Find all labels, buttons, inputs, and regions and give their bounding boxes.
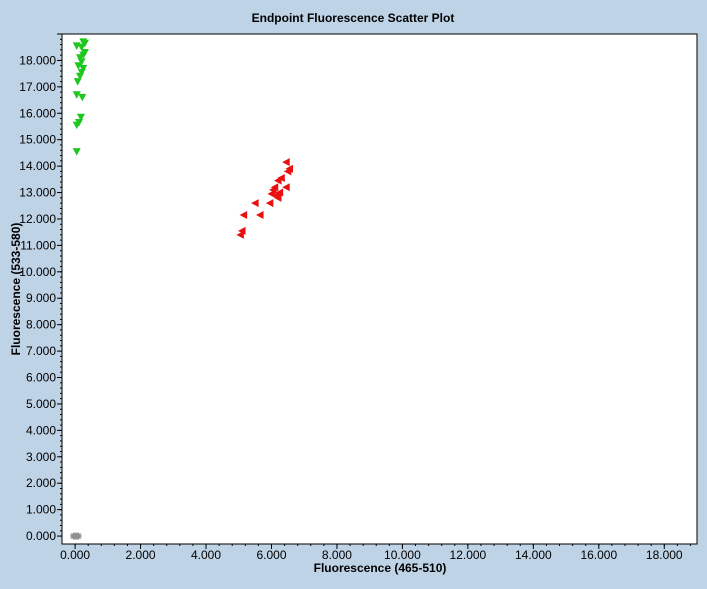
data-point	[72, 148, 81, 156]
data-point	[74, 62, 83, 70]
y-tick-label: 4.000	[26, 423, 56, 437]
y-tick-label: 3.000	[26, 450, 56, 464]
y-tick-label: 14.000	[19, 159, 56, 173]
y-tick-label: 9.000	[26, 291, 56, 305]
y-tick-label: 13.000	[19, 186, 56, 200]
x-tick-label: 16.000	[580, 548, 617, 562]
y-tick-label: 15.000	[19, 133, 56, 147]
x-tick-label: 6.000	[256, 548, 286, 562]
y-tick-label: 16.000	[19, 106, 56, 120]
data-point	[277, 174, 285, 183]
data-point	[74, 532, 82, 540]
y-tick-label: 12.000	[19, 212, 56, 226]
y-tick-label: 17.000	[19, 80, 56, 94]
data-point	[73, 78, 82, 86]
data-point	[238, 226, 246, 235]
y-tick-label: 18.000	[19, 53, 56, 67]
x-tick-label: 18.000	[646, 548, 683, 562]
data-point	[77, 43, 86, 52]
y-tick-label: 5.000	[26, 397, 56, 411]
y-tick-label: 2.000	[26, 476, 56, 490]
data-point	[274, 193, 282, 202]
y-tick-label: 10.000	[19, 265, 56, 279]
x-tick-label: 0.000	[60, 548, 90, 562]
x-axis-label: Fluorescence (465-510)	[314, 561, 447, 575]
data-point	[239, 211, 248, 220]
y-tick-label: 1.000	[26, 503, 56, 517]
x-tick-label: 2.000	[126, 548, 156, 562]
data-point	[282, 183, 290, 192]
data-point	[78, 93, 87, 102]
x-tick-label: 12.000	[450, 548, 487, 562]
data-point	[265, 199, 274, 208]
x-tick-label: 4.000	[191, 548, 221, 562]
data-point	[251, 199, 259, 208]
chart-title: Endpoint Fluorescence Scatter Plot	[252, 11, 455, 25]
data-point	[285, 164, 293, 173]
x-tick-label: 8.000	[322, 548, 352, 562]
y-axis-label: Fluorescence (533-580)	[9, 223, 23, 356]
data-point	[256, 211, 264, 220]
data-point	[80, 48, 89, 57]
data-point	[79, 38, 88, 46]
y-tick-label: 0.000	[26, 529, 56, 543]
x-axis: 0.000 2.000 4.000 6.000 8.000 10.000 12.000 14.…	[60, 544, 691, 562]
x-tick-label: 14.000	[515, 548, 552, 562]
y-axis: 0.000 1.000 2.000 3.000 4.000 5.000 6.000 7.000…	[19, 33, 62, 543]
x-tick-label: 10.000	[384, 548, 421, 562]
data-points	[69, 38, 293, 540]
data-point	[79, 64, 88, 73]
y-tick-label: 6.000	[26, 371, 56, 385]
data-point	[270, 183, 279, 192]
y-tick-label: 11.000	[20, 238, 56, 252]
data-point	[76, 113, 85, 122]
data-point	[72, 91, 81, 99]
y-tick-label: 8.000	[26, 318, 56, 332]
y-tick-label: 7.000	[26, 344, 56, 358]
data-point	[282, 158, 290, 167]
data-point	[275, 188, 284, 197]
plot-area	[61, 33, 698, 545]
